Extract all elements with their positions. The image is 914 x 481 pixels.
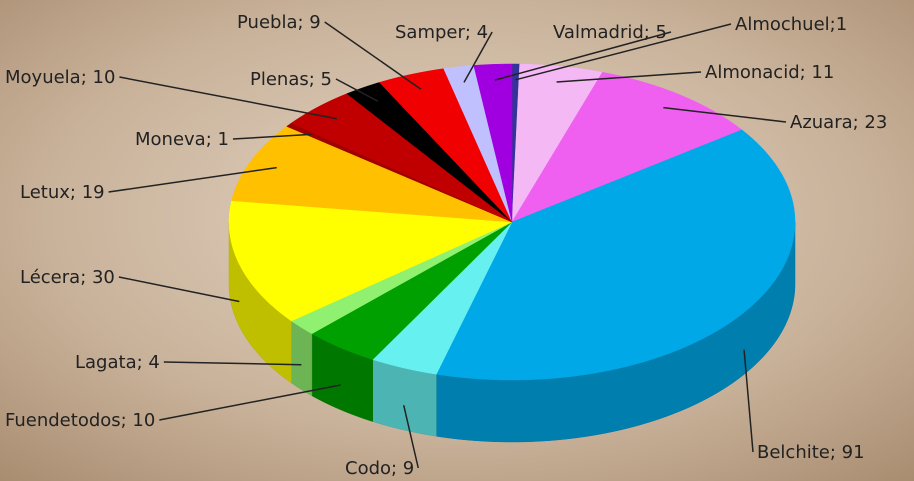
data-label: Valmadrid; 5 — [553, 22, 667, 43]
data-label: Plenas; 5 — [250, 69, 332, 90]
data-label: Codo; 9 — [345, 458, 414, 479]
data-label: Almochuel;1 — [735, 14, 847, 35]
data-label: Letux; 19 — [20, 182, 105, 203]
data-label: Lagata; 4 — [75, 352, 160, 373]
data-label: Samper; 4 — [395, 22, 488, 43]
data-label: Belchite; 91 — [757, 442, 865, 463]
data-label: Almonacid; 11 — [705, 62, 834, 83]
data-label: Fuendetodos; 10 — [5, 410, 155, 431]
data-label: Puebla; 9 — [237, 12, 321, 33]
chart: Almochuel;1 Almonacid; 11 Azuara; 23 Belchi… — [0, 0, 914, 481]
data-label: Azuara; 23 — [790, 112, 887, 133]
data-label: Moneva; 1 — [135, 129, 229, 150]
page: {"chart_data": {"type": "pie3d", "values… — [0, 0, 914, 481]
data-label: Lécera; 30 — [20, 267, 115, 288]
data-label: Moyuela; 10 — [5, 67, 115, 88]
pie-tops — [229, 64, 795, 380]
